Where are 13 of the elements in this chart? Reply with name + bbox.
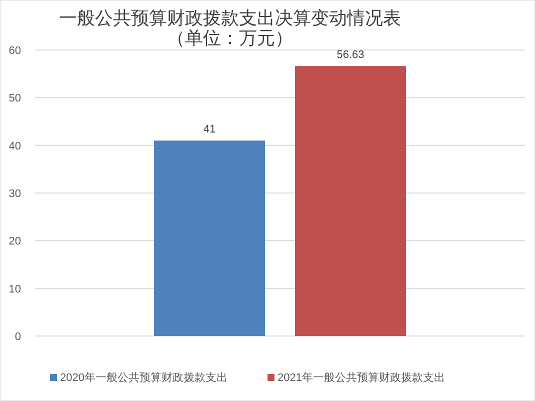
y-tick-label: 10	[8, 283, 21, 296]
legend-label: 2021年一般公共预算财政拨款支出	[278, 371, 445, 384]
legend-label: 2020年一般公共预算财政拨款支出	[60, 371, 228, 384]
data-label: 41	[203, 124, 216, 136]
y-tick-label: 60	[8, 45, 21, 57]
y-tick-label: 20	[8, 236, 21, 248]
chart-title: 一般公共预算财政拨款支出决算变动情况表	[59, 8, 401, 28]
y-tick-label: 30	[8, 188, 21, 200]
y-tick-label: 50	[8, 92, 21, 105]
y-tick-label: 0	[14, 331, 21, 343]
chart-subtitle: （单位：万元）	[167, 28, 293, 48]
data-label: 56.63	[336, 49, 364, 62]
y-tick-label: 40	[8, 140, 21, 152]
